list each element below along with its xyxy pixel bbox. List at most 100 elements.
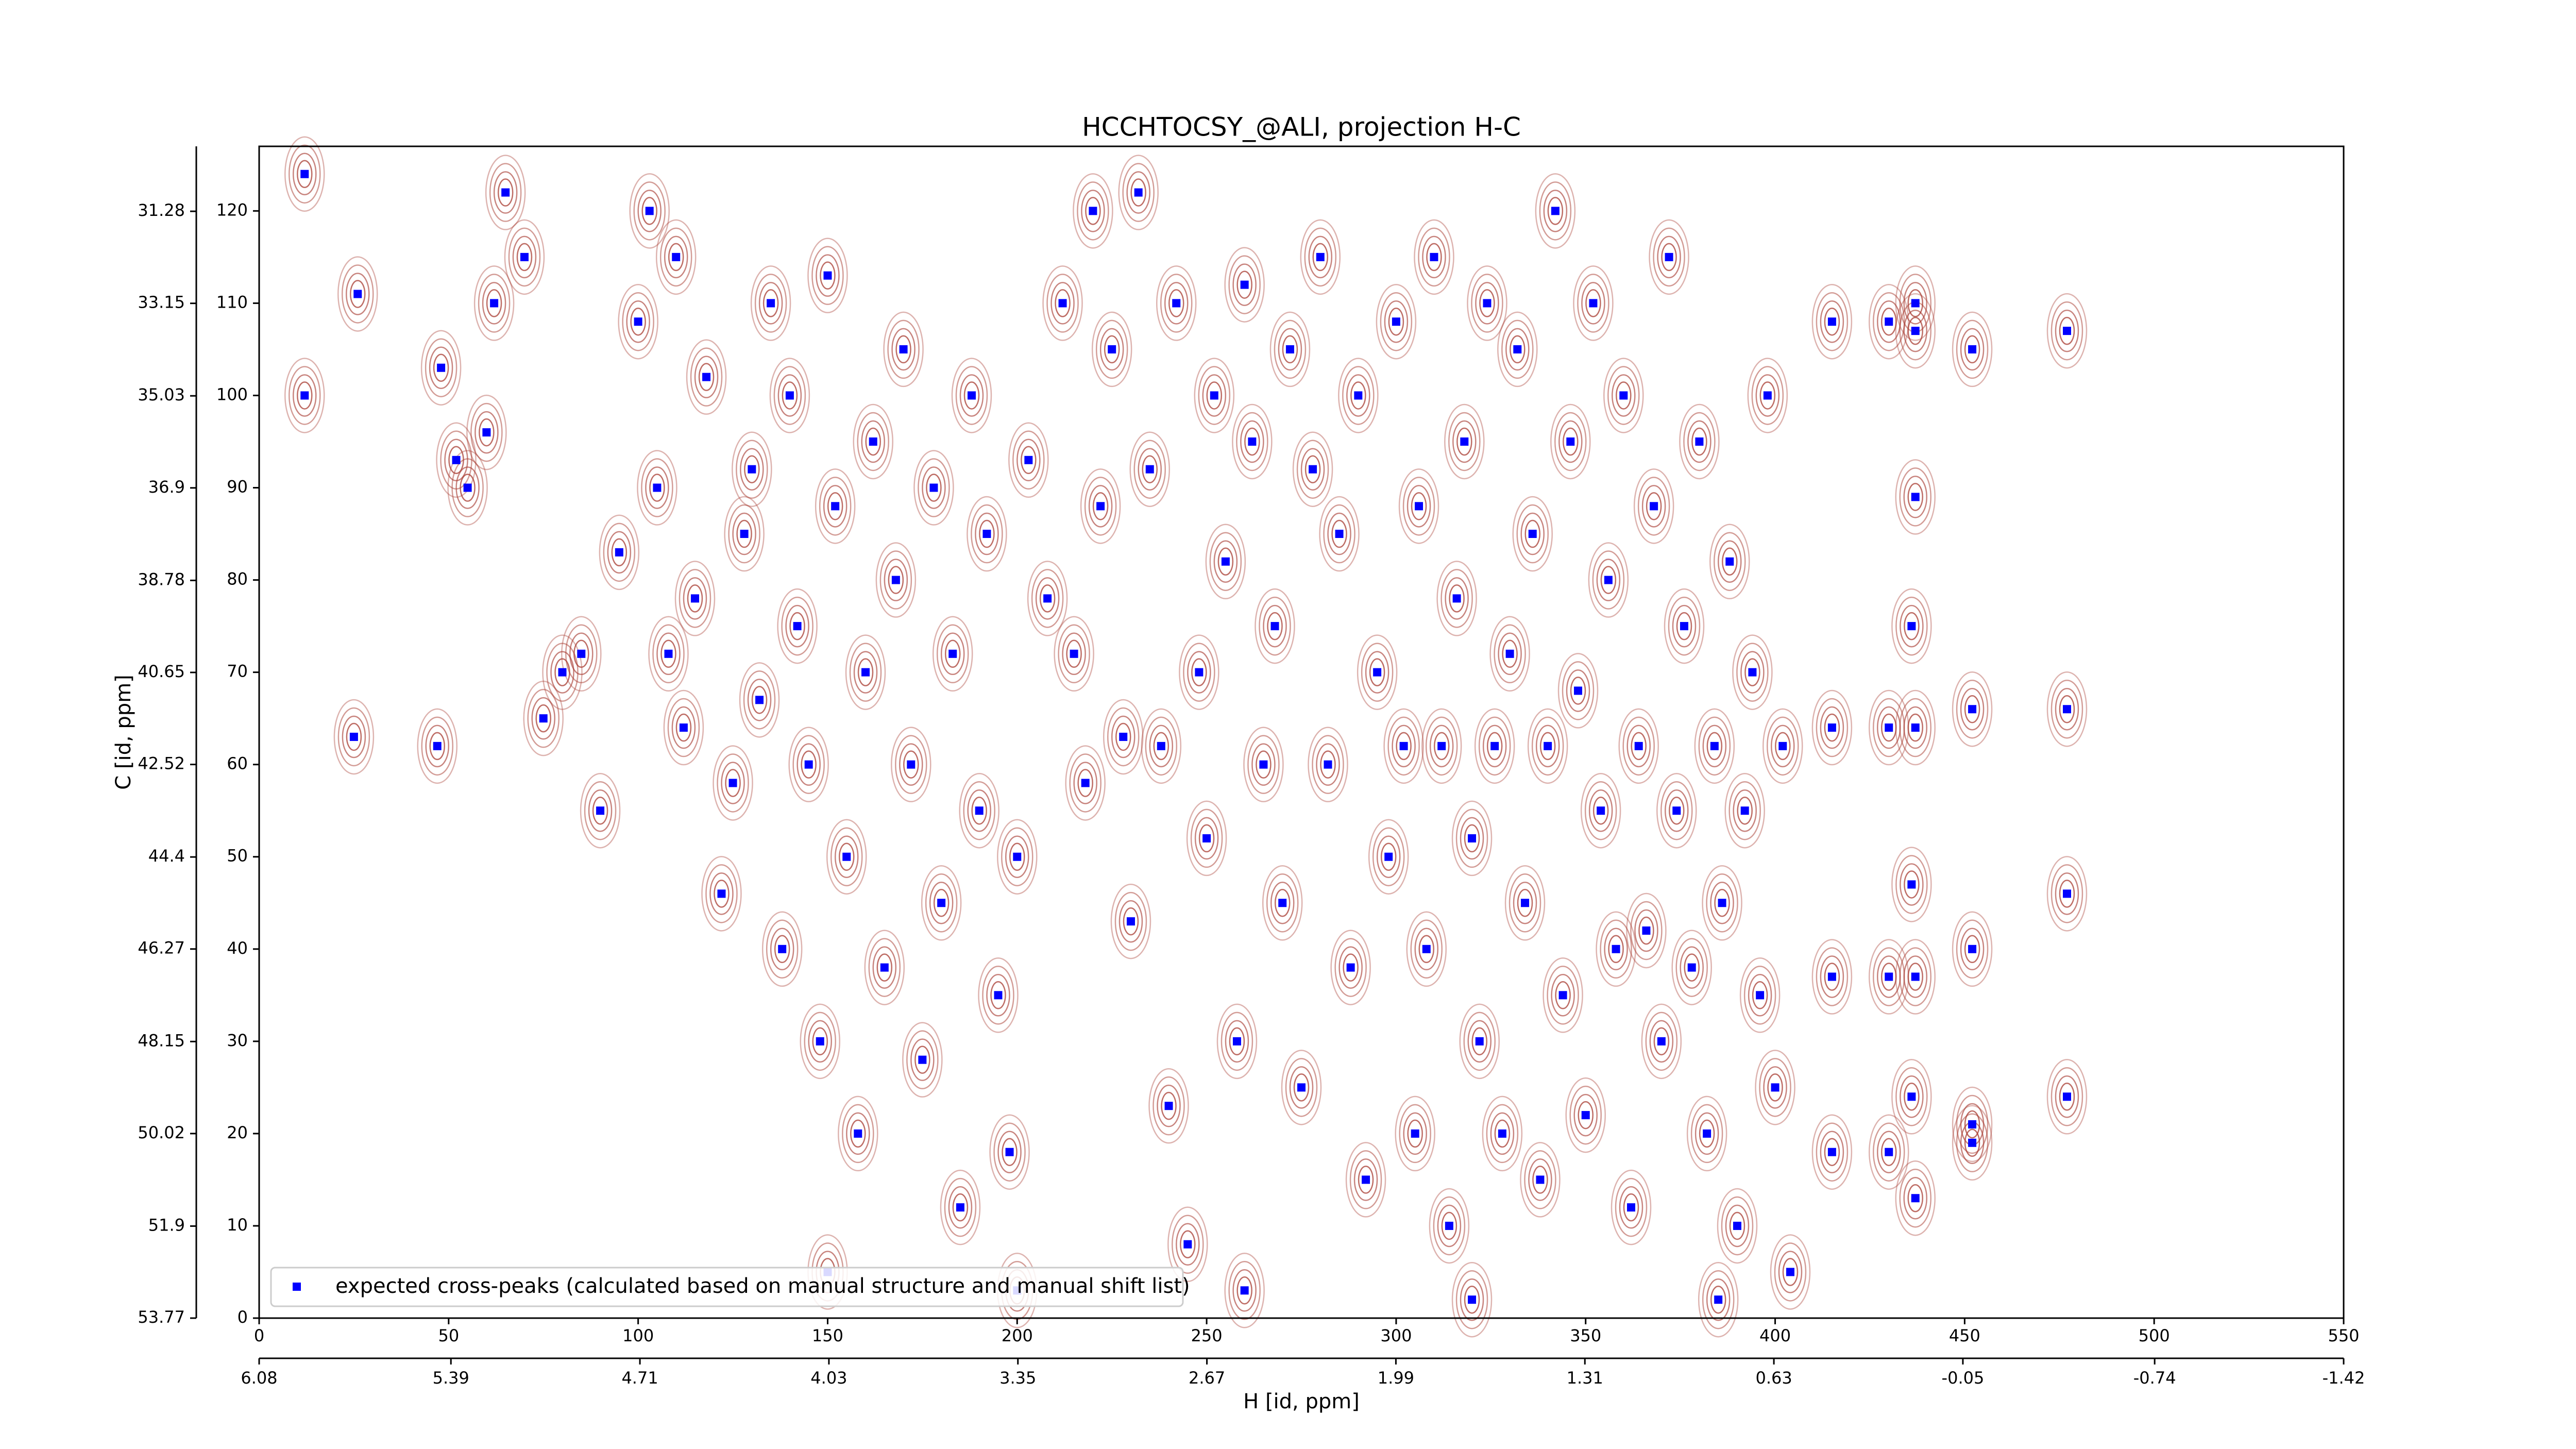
contour — [1194, 817, 1219, 860]
contour — [2050, 679, 2083, 739]
contour — [1702, 1270, 1735, 1329]
contour — [1669, 796, 1685, 825]
cross-peak-marker — [1665, 252, 1673, 261]
contour — [1304, 455, 1321, 483]
contour — [902, 1022, 943, 1098]
contour — [337, 707, 370, 767]
contour — [1907, 483, 1923, 511]
contour — [1709, 524, 1750, 599]
contour — [1456, 427, 1472, 456]
contour — [1706, 873, 1738, 933]
cross-peak-marker — [1968, 1138, 1977, 1147]
contour — [1653, 1027, 1670, 1056]
contour — [955, 366, 988, 425]
contour — [1596, 911, 1636, 987]
cross-peak-marker — [982, 530, 991, 538]
cross-peak-marker — [1885, 723, 1893, 732]
cross-peak-marker — [1827, 1148, 1836, 1156]
contour — [687, 584, 703, 613]
cross-peak-marker — [501, 188, 510, 197]
contour — [1263, 604, 1287, 648]
y-tick-label: 110 — [216, 292, 248, 312]
contour — [474, 411, 499, 454]
contour — [865, 427, 881, 456]
contour — [1520, 512, 1545, 555]
contour — [1895, 1160, 1936, 1236]
contour — [1451, 1261, 1493, 1338]
contour — [1706, 732, 1723, 761]
contour — [796, 743, 821, 786]
contour — [782, 381, 798, 410]
contour — [736, 440, 768, 499]
contour — [1811, 939, 1853, 1015]
contour — [1160, 274, 1193, 333]
contour — [1956, 679, 1989, 739]
cross-peak-marker — [437, 363, 446, 372]
contour — [460, 474, 476, 502]
contour — [2055, 309, 2079, 352]
y-tick-label: 60 — [227, 754, 248, 773]
contour — [1899, 698, 1931, 757]
y2-tick-label: 31.28 — [138, 200, 185, 220]
cross-peak-marker — [1422, 945, 1431, 953]
contour — [1904, 1083, 1920, 1111]
contour — [1513, 882, 1537, 924]
cross-peak-marker — [1437, 742, 1446, 750]
contour — [1509, 873, 1541, 933]
contour — [850, 1119, 866, 1148]
contour — [649, 474, 665, 502]
contour — [1516, 504, 1549, 564]
cross-peak-marker — [1827, 723, 1836, 732]
cross-peak-marker — [1468, 834, 1477, 843]
contour — [1081, 190, 1105, 232]
cross-peak-marker — [1452, 594, 1461, 603]
contour — [1578, 1101, 1594, 1130]
contour — [1444, 403, 1485, 480]
contour — [1907, 289, 1923, 317]
contour — [1747, 358, 1788, 433]
contour — [997, 819, 1038, 895]
contour — [773, 366, 806, 425]
contour — [297, 160, 313, 188]
contour — [698, 363, 715, 391]
y-tick-label: 100 — [216, 384, 248, 404]
contour — [1706, 1278, 1731, 1321]
contour — [1775, 732, 1791, 761]
contour — [1895, 855, 1928, 914]
contour — [925, 873, 958, 933]
contour — [429, 732, 445, 761]
contour — [1573, 1093, 1598, 1137]
cross-peak-marker — [1907, 880, 1916, 889]
contour — [297, 381, 313, 410]
contour — [1316, 743, 1340, 786]
y2-tick-label: 42.52 — [138, 754, 185, 773]
contour — [1129, 431, 1170, 507]
cross-peak-marker — [1399, 742, 1408, 750]
cross-peak-marker — [1005, 1148, 1014, 1156]
contour — [1464, 824, 1480, 853]
y-tick-label: 40 — [227, 938, 248, 958]
contour — [732, 431, 772, 507]
x-tick-label: 250 — [1191, 1326, 1223, 1345]
contour — [1592, 550, 1625, 610]
contour — [774, 935, 790, 964]
contour — [713, 745, 753, 821]
contour — [1058, 624, 1090, 684]
contour — [1956, 919, 1989, 979]
contour — [1717, 1188, 1758, 1264]
contour — [584, 781, 617, 840]
cross-peak-marker — [1827, 317, 1836, 326]
y2-tick-label: 40.65 — [138, 662, 185, 681]
contour — [1501, 319, 1534, 379]
contour — [1118, 155, 1159, 230]
legend-marker — [293, 1283, 301, 1291]
contour — [1964, 695, 1980, 723]
contour — [1732, 634, 1773, 710]
contour — [1891, 1059, 1932, 1135]
contour — [671, 706, 696, 749]
contour — [1611, 1169, 1652, 1245]
cross-peak-marker — [778, 945, 787, 953]
contour — [971, 504, 1003, 564]
contour — [1114, 891, 1147, 951]
cross-peak-marker — [1650, 502, 1658, 511]
